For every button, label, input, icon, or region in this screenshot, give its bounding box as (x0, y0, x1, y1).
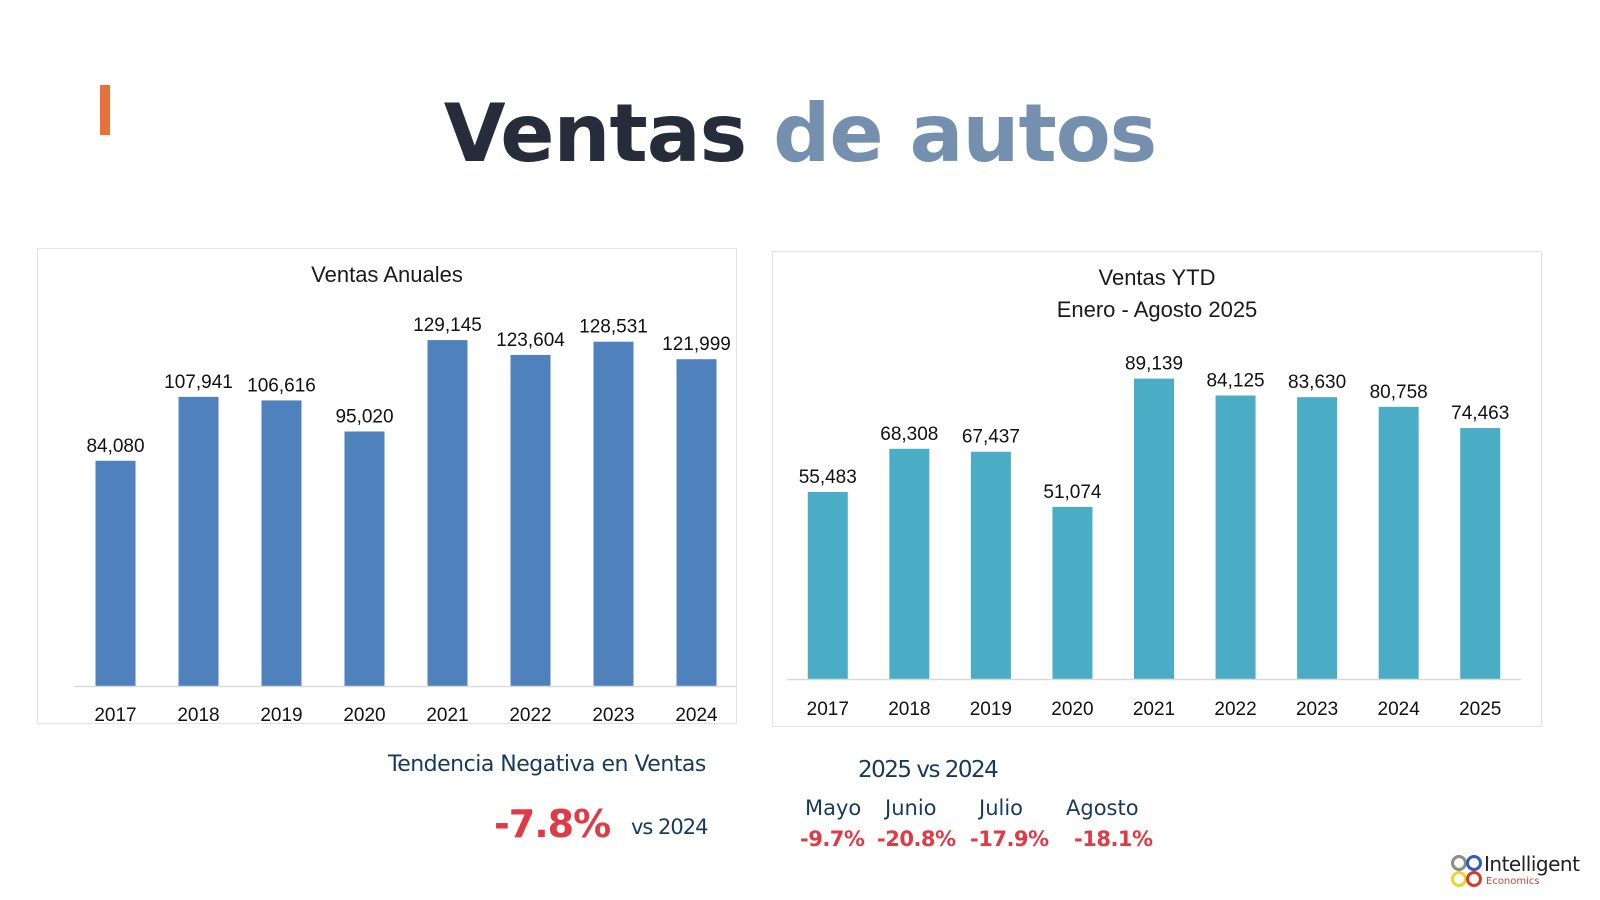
data-label: 129,145 (413, 315, 482, 336)
chart-ytd: Ventas YTD Enero - Agosto 2025 55,483 201… (787, 265, 1521, 720)
title-part-2: de autos (773, 87, 1157, 180)
logo-sub: Economics (1486, 876, 1540, 887)
chart-panel-ytd: Ventas YTD Enero - Agosto 2025 55,483 201… (772, 251, 1542, 727)
x-tick-label: 2020 (1051, 699, 1093, 720)
data-label: 89,139 (1125, 354, 1183, 375)
x-tick-label: 2021 (1133, 699, 1175, 720)
data-label: 84,125 (1206, 370, 1264, 391)
data-label: 106,616 (247, 375, 316, 396)
data-label: 128,531 (579, 317, 648, 338)
data-label: 51,074 (1043, 482, 1102, 503)
data-label: 74,463 (1451, 403, 1509, 424)
data-label: 84,080 (86, 436, 144, 457)
x-tick-label: 2018 (888, 699, 930, 720)
monthly-title: 2025 vs 2024 (858, 757, 999, 783)
x-tick-label: 2025 (1459, 699, 1501, 720)
bar-2022 (510, 354, 551, 686)
chart-title: Ventas Anuales (311, 262, 463, 287)
data-label: 95,020 (335, 406, 393, 427)
bar-2024 (676, 359, 717, 686)
bar-2019 (970, 451, 1011, 679)
x-tick-label: 2022 (1214, 699, 1256, 720)
x-tick-label: 2021 (426, 705, 468, 723)
trend-compare: vs 2024 (631, 815, 708, 839)
chart-annual: Ventas Anuales 84,080 2017 107,941 2018 106,… (74, 262, 736, 723)
trend-label: Tendencia Negativa en Ventas (388, 752, 706, 777)
bar-2017 (807, 492, 848, 679)
month-value: -20.8% (877, 827, 956, 851)
month-name: Julio (979, 796, 1024, 820)
bar-2023 (1297, 397, 1338, 679)
data-label: 67,437 (962, 427, 1020, 448)
month-name: Agosto (1066, 796, 1139, 820)
data-label: 68,308 (880, 424, 938, 445)
bar-2018 (889, 448, 930, 679)
bar-2019 (261, 400, 302, 686)
x-tick-label: 2017 (94, 705, 136, 723)
data-label: 107,941 (164, 372, 233, 393)
x-tick-label: 2020 (343, 705, 385, 723)
x-tick-label: 2019 (970, 699, 1012, 720)
x-tick-label: 2024 (675, 705, 718, 723)
intelligent-economics-logo: Intelligent Economics (1450, 852, 1590, 892)
bar-2020 (344, 431, 385, 686)
x-tick-label: 2017 (807, 699, 849, 720)
accent-bar (100, 85, 110, 135)
bar-2021 (1134, 378, 1174, 679)
x-tick-label: 2024 (1378, 699, 1421, 720)
data-label: 123,604 (496, 330, 565, 351)
x-tick-label: 2022 (509, 705, 551, 723)
bar-2025 (1460, 428, 1501, 679)
bar-2024 (1378, 406, 1419, 679)
bar-2018 (178, 396, 219, 686)
bar-2020 (1052, 506, 1093, 679)
data-label: 83,630 (1288, 372, 1346, 393)
chart-panel-annual: Ventas Anuales 84,080 2017 107,941 2018 106,… (37, 248, 737, 724)
month-value: -17.9% (970, 827, 1049, 851)
month-name: Junio (885, 796, 937, 820)
data-label: 121,999 (662, 334, 731, 355)
x-tick-label: 2018 (177, 705, 219, 723)
bar-2022 (1215, 395, 1256, 679)
logo-mark-icon (1451, 855, 1482, 887)
chart-subtitle: Enero - Agosto 2025 (1057, 297, 1258, 322)
data-label: 55,483 (799, 467, 857, 488)
x-tick-label: 2019 (260, 705, 302, 723)
page-title: Ventas de autos (0, 84, 1600, 184)
chart-title: Ventas YTD (1099, 265, 1216, 290)
x-tick-label: 2023 (1296, 699, 1338, 720)
title-part-1: Ventas (443, 87, 748, 180)
month-value: -9.7% (800, 827, 865, 851)
month-name: Mayo (805, 796, 862, 820)
bar-2021 (427, 340, 468, 686)
x-tick-label: 2023 (592, 705, 634, 723)
bar-2023 (593, 341, 634, 686)
month-value: -18.1% (1074, 827, 1153, 851)
bar-2017 (95, 460, 136, 686)
data-label: 80,758 (1370, 382, 1428, 403)
trend-value: -7.8% (494, 802, 611, 846)
logo-name: Intelligent (1484, 852, 1580, 876)
